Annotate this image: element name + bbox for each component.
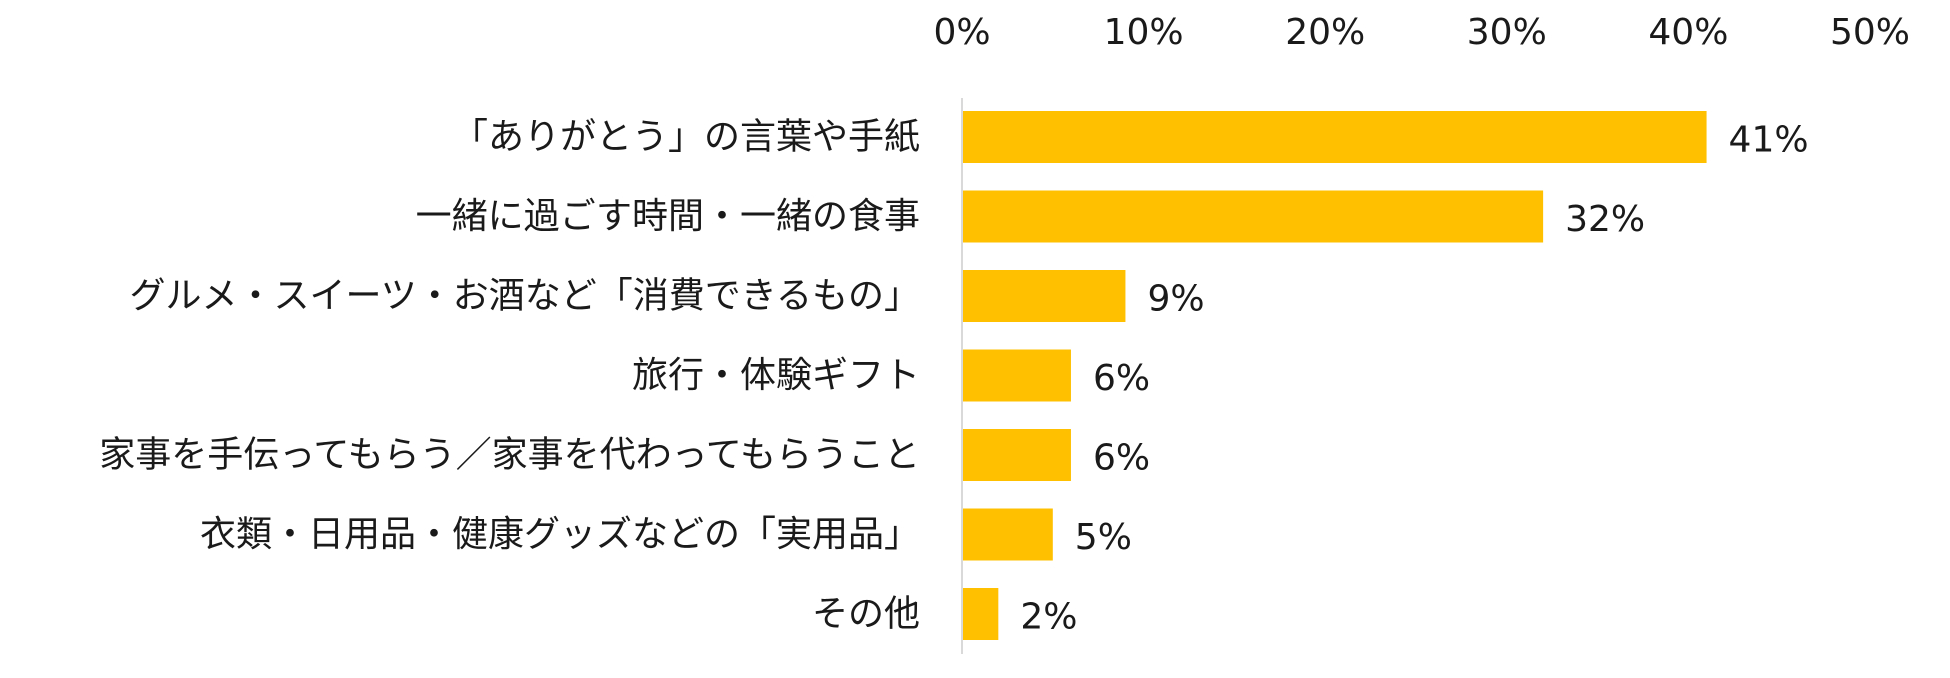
data-label: 9% [1147,279,1204,320]
x-tick-label: 50% [1830,12,1910,53]
bar [963,429,1071,481]
category-label: 旅行・体験ギフト [632,355,920,396]
category-label: 家事を手伝ってもらう／家事を代わってもらうこと [99,435,920,476]
category-label: 一緒に過ごす時間・一緒の食事 [416,196,920,237]
data-label: 41% [1729,120,1809,161]
bar [963,270,1126,322]
bar [963,111,1707,163]
x-tick-label: 20% [1285,12,1365,53]
data-labels: 41% 32% 9% 6% 6% 5% 2% [1020,120,1808,638]
category-label: 「ありがとう」の言葉や手紙 [452,117,920,158]
bar [963,349,1071,402]
data-label: 6% [1093,438,1150,479]
x-tick-label: 0% [933,12,990,53]
x-axis-ticks: 0% 10% 20% 30% 40% 50% [933,12,1910,53]
x-tick-label: 10% [1104,12,1184,53]
category-label: 衣類・日用品・健康グッズなどの「実用品」 [200,514,920,555]
category-label: その他 [812,594,920,635]
bar [963,190,1544,243]
bars [963,111,1707,640]
category-label: グルメ・スイーツ・お酒など「消費できるもの」 [129,276,920,317]
data-label: 2% [1020,597,1077,638]
category-labels: 「ありがとう」の言葉や手紙一緒に過ごす時間・一緒の食事グルメ・スイーツ・お酒など… [99,117,920,635]
bar [963,508,1053,561]
data-label: 5% [1075,517,1132,558]
bar [963,588,999,640]
x-tick-label: 40% [1648,12,1728,53]
x-tick-label: 30% [1467,12,1547,53]
data-label: 32% [1565,199,1645,240]
data-label: 6% [1093,358,1150,399]
